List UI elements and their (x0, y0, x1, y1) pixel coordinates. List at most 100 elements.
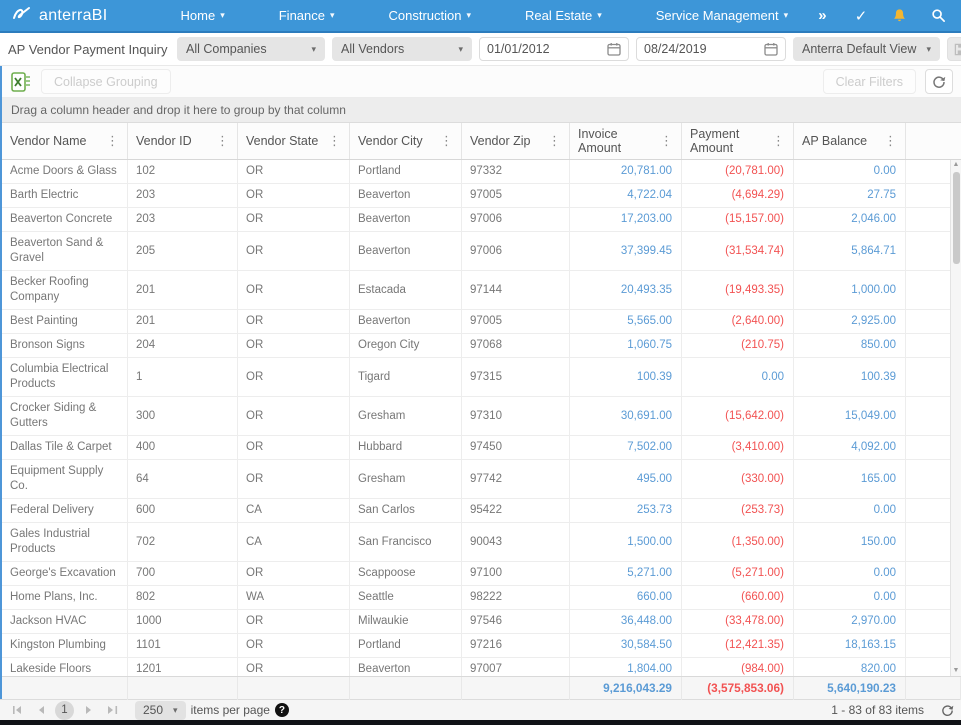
cell-city: Milwaukie (350, 610, 462, 633)
cell-id: 1201 (128, 658, 238, 676)
table-row[interactable]: George's Excavation 700 OR Scappoose 97100 5,… (2, 562, 961, 586)
column-header-vendor-state[interactable]: Vendor State ⋮ (238, 123, 350, 159)
table-row[interactable]: Best Painting 201 OR Beaverton 97005 5,565.00… (2, 310, 961, 334)
cell-id: 300 (128, 397, 238, 435)
chevron-down-icon: ▾ (173, 704, 178, 715)
cell-balance: 0.00 (794, 562, 906, 585)
cell-name: Beaverton Concrete (2, 208, 128, 231)
brand-logo[interactable]: anterraBI (12, 5, 108, 26)
column-menu-icon[interactable]: ⋮ (772, 133, 785, 148)
column-menu-icon[interactable]: ⋮ (328, 133, 341, 148)
pager-help-icon[interactable]: ? (274, 703, 289, 717)
table-row[interactable]: Dallas Tile & Carpet 400 OR Hubbard 97450 7,5… (2, 436, 961, 460)
cell-invoice: 37,399.45 (570, 232, 682, 270)
table-row[interactable]: Bronson Signs 204 OR Oregon City 97068 1,060.… (2, 334, 961, 358)
view-dropdown[interactable]: Anterra Default View ▾ (793, 37, 940, 61)
table-row[interactable]: Barth Electric 203 OR Beaverton 97005 4,722.0… (2, 184, 961, 208)
filter-bar: AP Vendor Payment Inquiry All Companies … (0, 33, 961, 66)
table-row[interactable]: Becker Roofing Company 201 OR Estacada 97144… (2, 271, 961, 310)
cell-id: 102 (128, 160, 238, 183)
column-header-vendor-zip[interactable]: Vendor Zip ⋮ (462, 123, 570, 159)
column-header-vendor-city[interactable]: Vendor City ⋮ (350, 123, 462, 159)
save-view-button[interactable] (947, 37, 961, 61)
chevron-down-icon: ▾ (926, 43, 931, 54)
column-header-vendor-id[interactable]: Vendor ID ⋮ (128, 123, 238, 159)
cell-state: CA (238, 523, 350, 561)
cell-id: 205 (128, 232, 238, 270)
calendar-icon[interactable] (764, 42, 778, 56)
column-header-invoice-amount[interactable]: Invoice Amount ⋮ (570, 123, 682, 159)
nav-item-real-estate[interactable]: Real Estate ▾ (498, 8, 629, 23)
cell-name: Equipment Supply Co. (2, 460, 128, 498)
column-menu-icon[interactable]: ⋮ (440, 133, 453, 148)
cell-balance: 850.00 (794, 334, 906, 357)
column-header-ap-balance[interactable]: AP Balance ⋮ (794, 123, 906, 159)
double-chevron-icon[interactable]: » (818, 7, 827, 24)
search-icon[interactable] (931, 8, 946, 24)
column-menu-icon[interactable]: ⋮ (660, 133, 673, 148)
cell-name: Gales Industrial Products (2, 523, 128, 561)
table-row[interactable]: Federal Delivery 600 CA San Carlos 95422 253.… (2, 499, 961, 523)
last-page-button[interactable] (103, 701, 122, 720)
next-page-button[interactable] (79, 701, 98, 720)
column-header-vendor-name[interactable]: Vendor Name ⋮ (2, 123, 128, 159)
column-menu-icon[interactable]: ⋮ (548, 133, 561, 148)
vertical-scrollbar[interactable]: ▲ ▼ (950, 160, 961, 676)
cell-invoice: 1,500.00 (570, 523, 682, 561)
cell-city: Tigard (350, 358, 462, 396)
table-row[interactable]: Gales Industrial Products 702 CA San Franci… (2, 523, 961, 562)
cell-payment: (984.00) (682, 658, 794, 676)
current-page-button[interactable]: 1 (55, 700, 74, 720)
table-row[interactable]: Equipment Supply Co. 64 OR Gresham 97742 495.… (2, 460, 961, 499)
nav-item-finance[interactable]: Finance ▾ (252, 8, 362, 23)
scroll-down-icon[interactable]: ▼ (952, 667, 960, 674)
cell-state: OR (238, 610, 350, 633)
prev-page-button[interactable] (31, 701, 50, 720)
calendar-icon[interactable] (607, 42, 621, 56)
cell-name: Home Plans, Inc. (2, 586, 128, 609)
column-header-payment-amount[interactable]: Payment Amount ⋮ (682, 123, 794, 159)
cell-zip: 97450 (462, 436, 570, 459)
cell-balance: 18,163.15 (794, 634, 906, 657)
table-row[interactable]: Columbia Electrical Products 1 OR Tigard 973… (2, 358, 961, 397)
table-row[interactable]: Kingston Plumbing 1101 OR Portland 97216 30,5… (2, 634, 961, 658)
collapse-grouping-button[interactable]: Collapse Grouping (41, 69, 171, 94)
cell-state: OR (238, 634, 350, 657)
refresh-grid-button[interactable] (925, 69, 953, 94)
bell-icon[interactable] (892, 8, 907, 24)
scrollbar-thumb[interactable] (952, 172, 960, 264)
date-from-input[interactable]: 01/01/2012 (479, 37, 629, 61)
column-menu-icon[interactable]: ⋮ (884, 133, 897, 148)
cell-state: OR (238, 160, 350, 183)
nav-item-construction[interactable]: Construction ▾ (362, 8, 499, 23)
export-excel-button[interactable] (10, 71, 32, 93)
pager-refresh-button[interactable] (941, 704, 954, 717)
cell-city: Gresham (350, 460, 462, 498)
scroll-up-icon[interactable]: ▲ (952, 161, 960, 168)
nav-item-home[interactable]: Home ▾ (154, 8, 252, 23)
table-row[interactable]: Lakeside Floors 1201 OR Beaverton 97007 1,804… (2, 658, 961, 676)
column-menu-icon[interactable]: ⋮ (216, 133, 229, 148)
nav-item-service-management[interactable]: Service Management ▾ (629, 8, 815, 23)
cell-invoice: 20,493.35 (570, 271, 682, 309)
company-dropdown[interactable]: All Companies ▾ (177, 37, 325, 61)
page-size-dropdown[interactable]: 250 ▾ (135, 700, 186, 720)
table-row[interactable]: Home Plans, Inc. 802 WA Seattle 98222 660.00(… (2, 586, 961, 610)
table-row[interactable]: Jackson HVAC 1000 OR Milwaukie 97546 36,448.0… (2, 610, 961, 634)
table-row[interactable]: Crocker Siding & Gutters 300 OR Gresham 9731… (2, 397, 961, 436)
cell-invoice: 7,502.00 (570, 436, 682, 459)
cell-balance: 100.39 (794, 358, 906, 396)
group-drop-zone[interactable]: Drag a column header and drop it here to… (2, 98, 961, 123)
table-row[interactable]: Beaverton Sand & Gravel 205 OR Beaverton 970… (2, 232, 961, 271)
table-row[interactable]: Acme Doors & Glass 102 OR Portland 97332 20,7… (2, 160, 961, 184)
clear-filters-button[interactable]: Clear Filters (822, 69, 916, 94)
date-to-input[interactable]: 08/24/2019 (636, 37, 786, 61)
cell-invoice: 660.00 (570, 586, 682, 609)
vendor-dropdown[interactable]: All Vendors ▾ (332, 37, 472, 61)
cell-id: 203 (128, 208, 238, 231)
column-menu-icon[interactable]: ⋮ (106, 133, 119, 148)
cell-zip: 97315 (462, 358, 570, 396)
first-page-button[interactable] (7, 701, 26, 720)
table-row[interactable]: Beaverton Concrete 203 OR Beaverton 97006 17,… (2, 208, 961, 232)
check-icon[interactable]: ✓ (854, 7, 868, 25)
